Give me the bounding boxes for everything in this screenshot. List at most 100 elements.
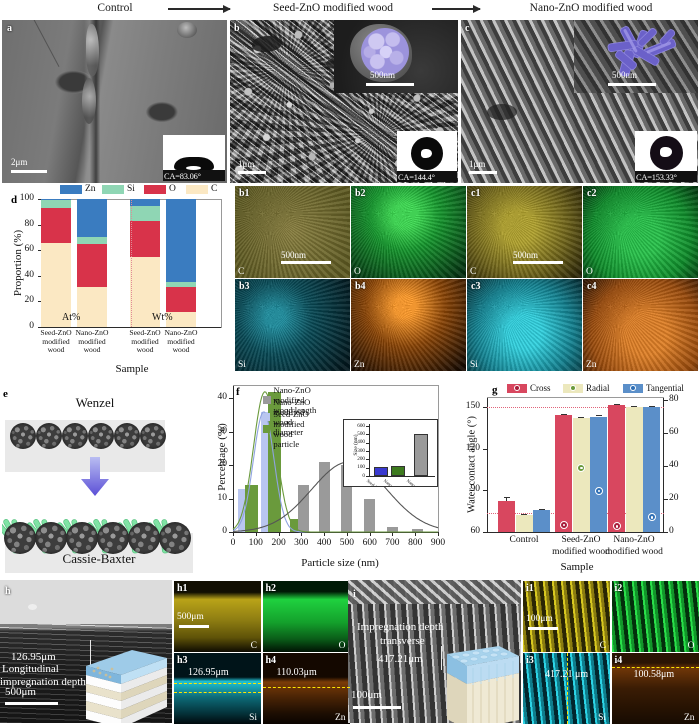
eds-tile-b4: b4 Zn	[351, 279, 466, 371]
y-tick-label-g-90: 90	[470, 484, 481, 495]
eds-tile-h2: h2 O	[262, 581, 350, 652]
eds-element-label-b1: C	[238, 266, 245, 277]
cassie-particle-5	[159, 522, 191, 554]
scalebar-label-h: 500μm	[5, 686, 36, 698]
panel-c-sem-nano: c 1μm	[461, 20, 698, 183]
x-label-g-1-line1: modified wood	[552, 546, 610, 557]
legend-swatch-f-1	[263, 413, 271, 421]
x-tick-f-800	[415, 532, 417, 536]
x-tick-label-f-300: 300	[294, 538, 309, 548]
x-label-d-2-line2: wood	[136, 345, 154, 355]
inset-y-axis-f	[369, 424, 370, 476]
legend-label-O: O	[169, 184, 176, 194]
y-tick-g-60	[483, 532, 487, 533]
inset-y-tick-label-f-500: 500	[357, 430, 365, 437]
panel-label-i: i	[353, 589, 356, 600]
bar-segment-d-1-C	[77, 287, 107, 327]
panel-label-h: h	[5, 586, 11, 597]
bar-g-2-Cross	[608, 405, 625, 532]
eds-tile-label-i1: i1	[526, 583, 534, 594]
caption-line2-i: transverse	[380, 635, 425, 647]
y-axis-g	[487, 397, 489, 533]
inset-scalebar-b	[366, 83, 414, 86]
eds-tile-label-c3: c3	[471, 281, 481, 292]
inset-y-tick-label-f-600: 600	[357, 422, 365, 429]
sem-bright-spot-h	[28, 604, 37, 610]
legend-item-Si: Si	[102, 184, 135, 194]
inset-bar-f-1	[391, 465, 405, 476]
histogram-bar-f-Nano-ZnO-modified-wood-length-700	[386, 527, 398, 532]
y-tick-d-0	[38, 327, 42, 328]
depth-marker-h	[90, 640, 91, 670]
eds-scalebar-label-i1: 100μm	[526, 614, 553, 624]
wenzel-particle-4	[114, 423, 140, 449]
column-headers: Control Seed-ZnO modified wood Nano-ZnO …	[0, 0, 700, 19]
caption-line2-h: impregnation depth	[0, 676, 86, 688]
x-label-g-2: Nano-ZnO modified wood	[594, 535, 674, 558]
x-label-d-0: Seed-ZnO modified wood	[33, 328, 79, 355]
eds-tile-h3: h3 Si 126.95μm	[174, 653, 261, 724]
x-tick-label-f-700: 700	[385, 538, 400, 548]
bar-g-2-Radial	[625, 406, 643, 532]
x-label-d-3-line2: wood	[172, 345, 190, 355]
x-axis-title-g: Sample	[560, 561, 594, 573]
legend-swatch-Si	[102, 184, 124, 194]
contact-angle-inset-b: CA=144.4°	[397, 131, 457, 182]
wenzel-particle-1	[36, 423, 62, 449]
eds-tile-i1: i1 C 100μm	[523, 581, 610, 652]
eds-tile-label-i4: i4	[614, 655, 623, 666]
cassie-particle-2	[66, 522, 98, 554]
cassie-particle-4	[128, 522, 160, 554]
eds-tile-b1: b1 C 500nm	[235, 186, 350, 278]
bar-g-1-Radial	[572, 417, 590, 532]
histogram-bar-f-Nano-ZnO-modified-wood-length-810	[412, 528, 423, 532]
panel-label-b: b	[234, 23, 240, 34]
inset-y-tick-label-f-200: 200	[357, 456, 365, 462]
x-label-g-2-line1: modified wood	[605, 546, 663, 557]
x-label-d-3-line1: modified	[167, 336, 195, 346]
y2-tick-g-0	[664, 532, 668, 533]
inset-y-tick-f-0	[366, 476, 369, 477]
sliding-point-center-2	[562, 523, 566, 527]
panel-label-c: c	[465, 23, 470, 34]
column-header-control: Control	[97, 2, 133, 14]
ca-band-a	[163, 170, 225, 181]
inset-y-tick-f-600	[366, 425, 369, 427]
scalebar-label-i: 100μm	[351, 689, 382, 701]
inset-y-axis-title-f: Size (nm)	[353, 434, 359, 456]
contact-angle-inset-a: CA=83.06°	[163, 135, 225, 181]
legend-item-f-2: Seed-ZnO modified wood particle	[263, 409, 317, 449]
inset-y-tick-label-f-100: 100	[357, 464, 365, 471]
plot-right-f	[438, 385, 439, 533]
inset-y-tick-f-500	[366, 434, 369, 436]
panel-e-wetting-diagram: e Wenzel Cassie-Baxter	[2, 381, 202, 577]
y2-tick-label-g-0: 0	[669, 526, 674, 536]
bar-segment-d-1-Zn	[77, 199, 107, 238]
group-divider-d	[131, 200, 132, 327]
legend-label-Zn: Zn	[85, 184, 96, 194]
group-label-d-1: Wt%	[152, 312, 173, 323]
x-tick-f-600	[369, 532, 371, 536]
x-tick-label-f-900: 900	[430, 538, 446, 548]
scalebar-b	[238, 171, 266, 174]
eds-element-label-h2: O	[338, 640, 346, 651]
eds-tile-i2: i2 O	[611, 581, 699, 652]
eds-element-label-i4: Zn	[683, 712, 695, 723]
eds-element-label-h1: C	[250, 640, 257, 651]
x-tick-label-f-100: 100	[248, 538, 263, 548]
inset-y-tick-label-f-400: 400	[357, 439, 365, 446]
bar-segment-d-1-Si	[77, 237, 107, 244]
sliding-point-center-0	[580, 466, 583, 470]
y-tick-g-120	[483, 448, 487, 450]
panel-g-contact-angle-chart: g 60 90 120 150 0 20 40 60 80 Control Seed-ZnO mo…	[449, 381, 700, 577]
eds-tile-c4: c4 Zn	[583, 279, 698, 371]
ca-band-b	[397, 171, 457, 182]
eds-element-label-h4: Zn	[334, 712, 346, 723]
eds-scalebar-i1	[528, 627, 558, 630]
legend-item-g-0: Cross	[507, 383, 551, 393]
error-cap-g-2-2	[648, 406, 655, 408]
eds-scalebar-label-b1: 500nm	[281, 249, 307, 260]
sem-debris-a-3	[177, 22, 197, 38]
y-tick-d-80	[38, 224, 42, 226]
